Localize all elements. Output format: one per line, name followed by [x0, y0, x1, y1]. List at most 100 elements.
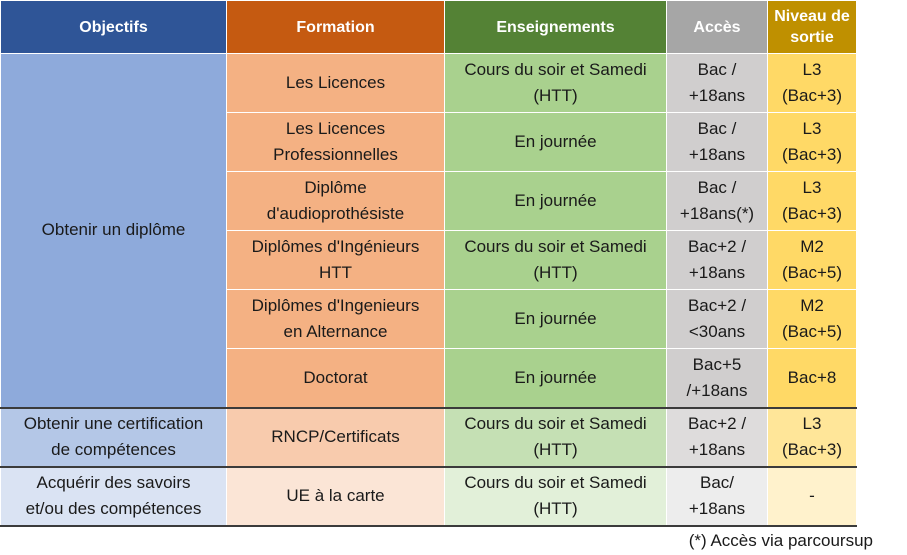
- acces-cell: Bac/ +18ans: [666, 465, 768, 527]
- niveau-cell: L3 (Bac+3): [767, 171, 857, 231]
- acces-cell: Bac+2 / +18ans: [666, 406, 768, 467]
- formation-cell: Diplôme d'audioprothésiste: [226, 171, 445, 231]
- formation-text: UE à la carte: [286, 486, 385, 505]
- niveau-cell: L3 (Bac+3): [767, 112, 857, 172]
- table-row: Diplôme d'audioprothésiste En journée Ba…: [1, 171, 857, 231]
- formation-text: Diplôme: [304, 178, 367, 197]
- niveau-cell: L3 (Bac+3): [767, 53, 857, 113]
- header-enseignements: Enseignements: [444, 0, 667, 54]
- enseignement-cell: En journée: [444, 171, 667, 231]
- niveau-cell: L3 (Bac+3): [767, 406, 857, 467]
- niveau-text: L3: [802, 60, 822, 79]
- enseignement-text: Cours du soir et Samedi: [464, 414, 647, 433]
- niveau-text: (Bac+5): [782, 322, 842, 341]
- acces-cell: Bac+5 /+18ans: [666, 348, 768, 408]
- niveau-text: (Bac+3): [782, 204, 842, 223]
- table-row: Les Licences Professionnelles En journée…: [1, 112, 857, 172]
- acces-text: Bac+2 /: [687, 237, 747, 256]
- formation-text: Professionnelles: [273, 145, 398, 164]
- header-formation: Formation: [226, 0, 445, 54]
- table-row: Diplômes d'Ingenieurs en Alternance En j…: [1, 289, 857, 349]
- formation-cell: Les Licences: [226, 53, 445, 113]
- formations-table: Objectifs Formation Enseignements Accès …: [0, 0, 857, 527]
- enseignement-cell: En journée: [444, 348, 667, 408]
- acces-text: +18ans: [688, 86, 746, 105]
- enseignement-text: Cours du soir et Samedi: [464, 60, 647, 79]
- objective-cell: Acquérir des savoirs et/ou des compétenc…: [0, 465, 227, 527]
- enseignement-text: (HTT): [533, 86, 578, 105]
- enseignement-text: Cours du soir et Samedi: [464, 473, 647, 492]
- table-row: Diplômes d'Ingénieurs HTT Cours du soir …: [1, 230, 857, 290]
- acces-text: <30ans: [688, 322, 746, 341]
- formation-text: d'audioprothésiste: [266, 204, 405, 223]
- enseignement-text: En journée: [514, 309, 597, 328]
- niveau-text: L3: [802, 414, 822, 433]
- objective-text: et/ou des compétences: [25, 499, 202, 518]
- header-niveau-line1: Niveau: [774, 8, 827, 25]
- niveau-text: -: [809, 486, 815, 505]
- objective-cell: Obtenir une certification de compétences: [0, 406, 227, 467]
- acces-cell: Bac / +18ans: [666, 53, 768, 113]
- header-row: Objectifs Formation Enseignements Accès …: [0, 0, 857, 54]
- niveau-text: L3: [802, 119, 822, 138]
- niveau-cell: Bac+8: [767, 348, 857, 408]
- formation-cell: Diplômes d'Ingénieurs HTT: [226, 230, 445, 290]
- acces-text: +18ans: [688, 145, 746, 164]
- niveau-text: M2: [800, 237, 824, 256]
- table-row: Doctorat En journée Bac+5 /+18ans Bac+8: [1, 348, 857, 408]
- formation-text: Doctorat: [303, 367, 368, 387]
- acces-text: Bac /: [697, 60, 737, 79]
- formation-cell: Doctorat: [226, 348, 445, 408]
- acces-text: Bac /: [697, 119, 737, 138]
- acces-cell: Bac+2 / <30ans: [666, 289, 768, 349]
- enseignement-cell: Cours du soir et Samedi (HTT): [444, 465, 667, 527]
- enseignement-text: Cours du soir et Samedi: [464, 237, 647, 256]
- objective-text: Obtenir une certification: [23, 414, 204, 433]
- acces-cell: Bac / +18ans: [666, 112, 768, 172]
- acces-cell: Bac+2 / +18ans: [666, 230, 768, 290]
- table-row: Acquérir des savoirs et/ou des compétenc…: [0, 465, 857, 527]
- enseignement-cell: En journée: [444, 289, 667, 349]
- header-niveau-line2: de sortie: [790, 8, 850, 46]
- formation-cell: UE à la carte: [226, 465, 445, 527]
- formation-text: RNCP/Certificats: [271, 427, 400, 446]
- niveau-text: M2: [800, 296, 824, 315]
- niveau-text: (Bac+5): [782, 263, 842, 282]
- objective-text: Acquérir des savoirs: [36, 473, 191, 492]
- niveau-cell: -: [767, 465, 857, 527]
- niveau-text: (Bac+3): [782, 440, 842, 459]
- formation-text: Les Licences: [285, 119, 386, 138]
- acces-text: Bac+5: [692, 354, 742, 374]
- niveau-cell: M2 (Bac+5): [767, 289, 857, 349]
- formation-text: Les Licences: [285, 73, 386, 92]
- enseignement-text: (HTT): [533, 440, 578, 459]
- formation-cell: Les Licences Professionnelles: [226, 112, 445, 172]
- acces-cell: Bac / +18ans(*): [666, 171, 768, 231]
- acces-text: +18ans: [688, 440, 746, 459]
- acces-text: Bac+2 /: [687, 414, 747, 433]
- enseignement-text: En journée: [514, 132, 597, 151]
- niveau-text: Bac+8: [787, 367, 837, 387]
- formation-text: HTT: [318, 263, 353, 282]
- enseignement-text: En journée: [514, 191, 597, 210]
- header-niveau: Niveau de sortie: [767, 0, 857, 54]
- acces-text: Bac/: [699, 473, 735, 492]
- table-row: Obtenir un diplôme Les Licences Cours du…: [0, 53, 857, 408]
- niveau-text: (Bac+3): [782, 86, 842, 105]
- formation-text: Diplômes d'Ingenieurs: [251, 296, 420, 315]
- acces-text: +18ans(*): [679, 204, 755, 223]
- acces-text: +18ans: [688, 263, 746, 282]
- enseignement-cell: Cours du soir et Samedi (HTT): [444, 406, 667, 467]
- objective-cell: Obtenir un diplôme: [0, 53, 227, 408]
- niveau-text: L3: [802, 178, 822, 197]
- footnote: (*) Accès via parcoursup: [688, 531, 873, 550]
- objective-text: de compétences: [51, 440, 176, 459]
- acces-text: Bac /: [697, 178, 737, 197]
- niveau-text: (Bac+3): [782, 145, 842, 164]
- niveau-cell: M2 (Bac+5): [767, 230, 857, 290]
- acces-text: /+18ans: [686, 380, 748, 400]
- formation-text: Diplômes d'Ingénieurs: [251, 237, 420, 256]
- enseignement-cell: Cours du soir et Samedi (HTT): [444, 230, 667, 290]
- enseignement-text: (HTT): [533, 263, 578, 282]
- enseignement-text: En journée: [514, 367, 597, 387]
